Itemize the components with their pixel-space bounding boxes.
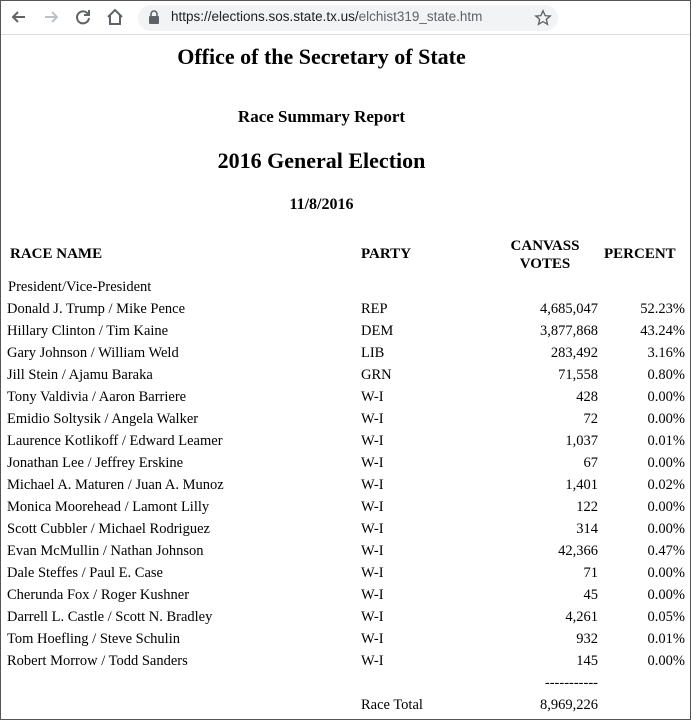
- votes-cell: 1,037: [565, 433, 598, 449]
- race-label: President/Vice-President: [8, 279, 152, 295]
- votes-cell: 4,261: [565, 609, 598, 625]
- header-votes-line1: CANVASS: [510, 238, 580, 254]
- party-cell: REP: [361, 301, 388, 317]
- candidate-name: Laurence Kotlikoff / Edward Leamer: [7, 433, 223, 449]
- header-percent: PERCENT: [604, 246, 676, 262]
- percent-cell: 0.00%: [647, 389, 685, 405]
- header-race-name: RACE NAME: [10, 246, 103, 262]
- votes-cell: 4,685,047: [540, 301, 598, 317]
- party-cell: W-I: [361, 433, 384, 449]
- votes-cell: 45: [583, 587, 599, 603]
- candidate-name: Scott Cubbler / Michael Rodriguez: [7, 521, 210, 537]
- votes-cell: 428: [576, 389, 598, 405]
- party-cell: W-I: [361, 499, 384, 515]
- office-title: Office of the Secretary of State: [177, 44, 466, 69]
- party-cell: W-I: [361, 653, 384, 669]
- percent-cell: 43.24%: [640, 323, 685, 339]
- url-text[interactable]: https://elections.sos.state.tx.us/elchis…: [171, 9, 482, 24]
- url-path: elchist319_state.htm: [358, 9, 483, 24]
- party-cell: W-I: [361, 389, 384, 405]
- url-host: https://elections.sos.state.tx.us/: [171, 9, 359, 24]
- party-cell: LIB: [361, 345, 385, 361]
- votes-cell: 71: [583, 565, 599, 581]
- percent-cell: 0.00%: [647, 565, 685, 581]
- candidate-name: Dale Steffes / Paul E. Case: [7, 565, 163, 581]
- party-cell: W-I: [361, 543, 384, 559]
- candidate-name: Evan McMullin / Nathan Johnson: [7, 543, 204, 559]
- browser-toolbar: https://elections.sos.state.tx.us/elchis…: [1, 1, 690, 35]
- race-total-votes: 8,969,226: [540, 697, 598, 713]
- votes-cell: 932: [576, 631, 598, 647]
- report-title: Race Summary Report: [237, 107, 406, 126]
- party-cell: W-I: [361, 521, 384, 537]
- candidate-name: Michael A. Maturen / Juan A. Munoz: [7, 477, 224, 493]
- votes-cell: 67: [583, 455, 599, 471]
- bookmark-star-icon[interactable]: [534, 9, 552, 27]
- party-cell: GRN: [361, 367, 392, 383]
- party-cell: W-I: [361, 455, 384, 471]
- home-icon[interactable]: [105, 7, 125, 27]
- candidate-name: Tom Hoefling / Steve Schulin: [7, 631, 180, 647]
- candidate-name: Darrell L. Castle / Scott N. Bradley: [7, 609, 213, 625]
- lock-icon[interactable]: [148, 10, 160, 25]
- votes-cell: 72: [583, 411, 599, 427]
- votes-cell: 145: [576, 653, 598, 669]
- percent-cell: 0.01%: [647, 433, 685, 449]
- header-party: PARTY: [361, 246, 412, 262]
- party-cell: W-I: [361, 565, 384, 581]
- percent-cell: 3.16%: [647, 345, 685, 361]
- votes-cell: 122: [576, 499, 598, 515]
- reload-icon[interactable]: [73, 7, 93, 27]
- election-date: 11/8/2016: [289, 196, 354, 213]
- percent-cell: 0.47%: [647, 543, 685, 559]
- candidate-name: Monica Moorehead / Lamont Lilly: [7, 499, 210, 515]
- candidate-name: Robert Morrow / Todd Sanders: [7, 653, 188, 669]
- party-cell: W-I: [361, 631, 384, 647]
- votes-cell: 71,558: [558, 367, 598, 383]
- percent-cell: 0.00%: [647, 411, 685, 427]
- party-cell: W-I: [361, 411, 384, 427]
- votes-cell: 314: [576, 521, 598, 537]
- party-cell: DEM: [361, 323, 394, 339]
- address-bar[interactable]: https://elections.sos.state.tx.us/elchis…: [138, 5, 558, 31]
- candidate-name: Tony Valdivia / Aaron Barriere: [7, 389, 187, 405]
- total-separator: -----------: [544, 675, 598, 691]
- percent-cell: 0.00%: [647, 521, 685, 537]
- header-canvass-votes: CANVASS VOTES: [500, 237, 590, 273]
- candidate-name: Jill Stein / Ajamu Baraka: [7, 367, 153, 383]
- percent-cell: 0.02%: [647, 477, 685, 493]
- percent-cell: 0.00%: [647, 499, 685, 515]
- candidate-name: Emidio Soltysik / Angela Walker: [7, 411, 199, 427]
- votes-cell: 283,492: [550, 345, 598, 361]
- party-cell: W-I: [361, 587, 384, 603]
- votes-cell: 1,401: [565, 477, 598, 493]
- candidate-name: Hillary Clinton / Tim Kaine: [7, 323, 169, 339]
- back-arrow-icon[interactable]: [9, 7, 29, 27]
- percent-cell: 0.00%: [647, 455, 685, 471]
- election-title: 2016 General Election: [217, 148, 426, 173]
- candidate-name: Gary Johnson / William Weld: [7, 345, 179, 361]
- party-cell: W-I: [361, 609, 384, 625]
- party-cell: W-I: [361, 477, 384, 493]
- percent-cell: 0.80%: [647, 367, 685, 383]
- race-total-label: Race Total: [361, 697, 423, 713]
- percent-cell: 0.00%: [647, 653, 685, 669]
- candidate-name: Donald J. Trump / Mike Pence: [7, 301, 186, 317]
- percent-cell: 0.05%: [647, 609, 685, 625]
- percent-cell: 52.23%: [640, 301, 685, 317]
- percent-cell: 0.00%: [647, 587, 685, 603]
- forward-arrow-icon[interactable]: [41, 7, 61, 27]
- header-votes-line2: VOTES: [519, 256, 571, 272]
- votes-cell: 42,366: [558, 543, 598, 559]
- candidate-name: Cherunda Fox / Roger Kushner: [7, 587, 190, 603]
- candidate-name: Jonathan Lee / Jeffrey Erskine: [7, 455, 184, 471]
- votes-cell: 3,877,868: [540, 323, 598, 339]
- percent-cell: 0.01%: [647, 631, 685, 647]
